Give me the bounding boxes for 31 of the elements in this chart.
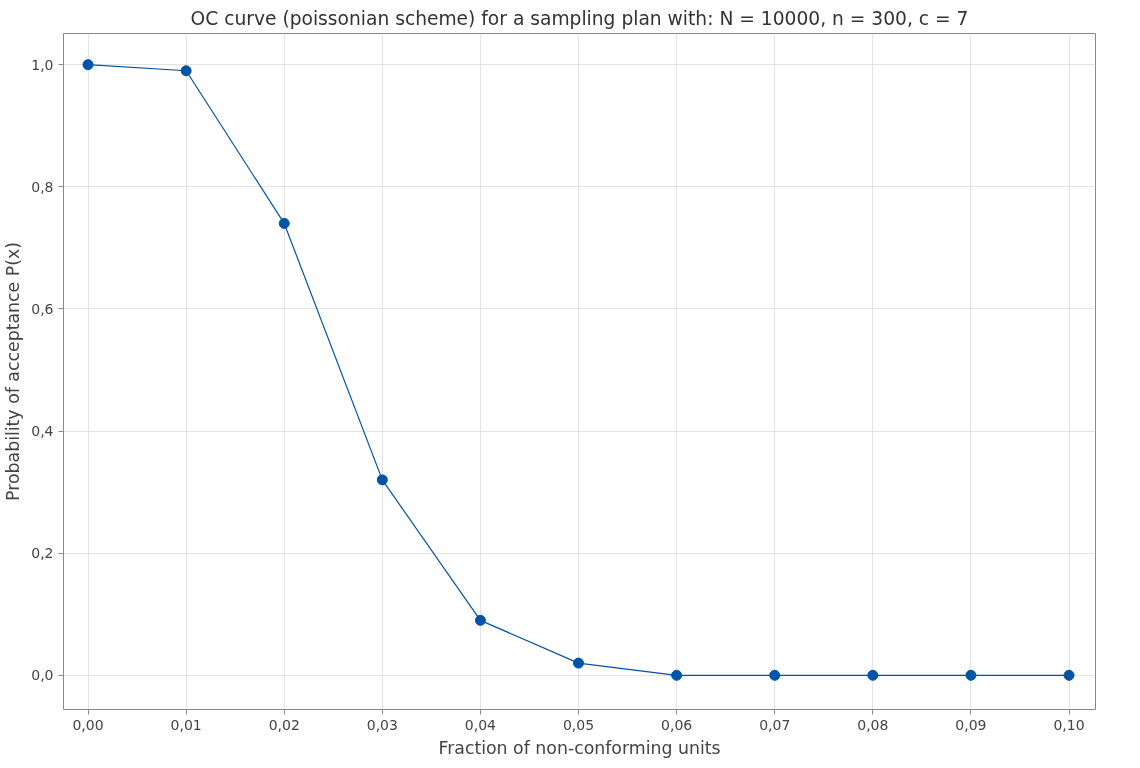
y-tick-label: 0,6: [31, 300, 54, 317]
x-tick-label: 0,06: [661, 716, 693, 733]
point: [867, 669, 879, 681]
y-tick-label: 0,8: [31, 178, 54, 195]
x-tick-label: 0,01: [170, 716, 202, 733]
x-tick-label: 0,08: [857, 716, 889, 733]
x-tick-label: 0,02: [268, 716, 300, 733]
x-tick-label: 0,07: [759, 716, 791, 733]
x-tick-label: 0,03: [366, 716, 398, 733]
x-tick-label: 0,10: [1053, 716, 1085, 733]
y-tick-label: 1,0: [31, 56, 54, 73]
y-tick-label: 0,0: [31, 667, 54, 684]
point: [474, 614, 486, 626]
point: [1063, 669, 1075, 681]
x-tick-label: 0,04: [464, 716, 497, 733]
point: [573, 657, 585, 669]
x-axis-title: Fraction of non-conforming units: [438, 737, 721, 758]
y-axis-title: Probability of acceptance P(x): [3, 242, 24, 501]
point: [376, 474, 388, 486]
point: [671, 669, 683, 681]
x-tick-label: 0,05: [562, 716, 595, 733]
x-tick-label: 0,00: [72, 716, 104, 733]
point: [278, 217, 290, 229]
point: [965, 669, 977, 681]
point: [180, 65, 192, 77]
point: [82, 59, 94, 71]
x-tick-label: 0,09: [955, 716, 987, 733]
y-tick-label: 0,4: [31, 423, 54, 440]
y-tick-label: 0,2: [31, 545, 54, 562]
chart-title: OC curve (poissonian scheme) for a sampling plan with: N = 10000, n = 300, c = 7: [190, 7, 969, 29]
point: [769, 669, 781, 681]
